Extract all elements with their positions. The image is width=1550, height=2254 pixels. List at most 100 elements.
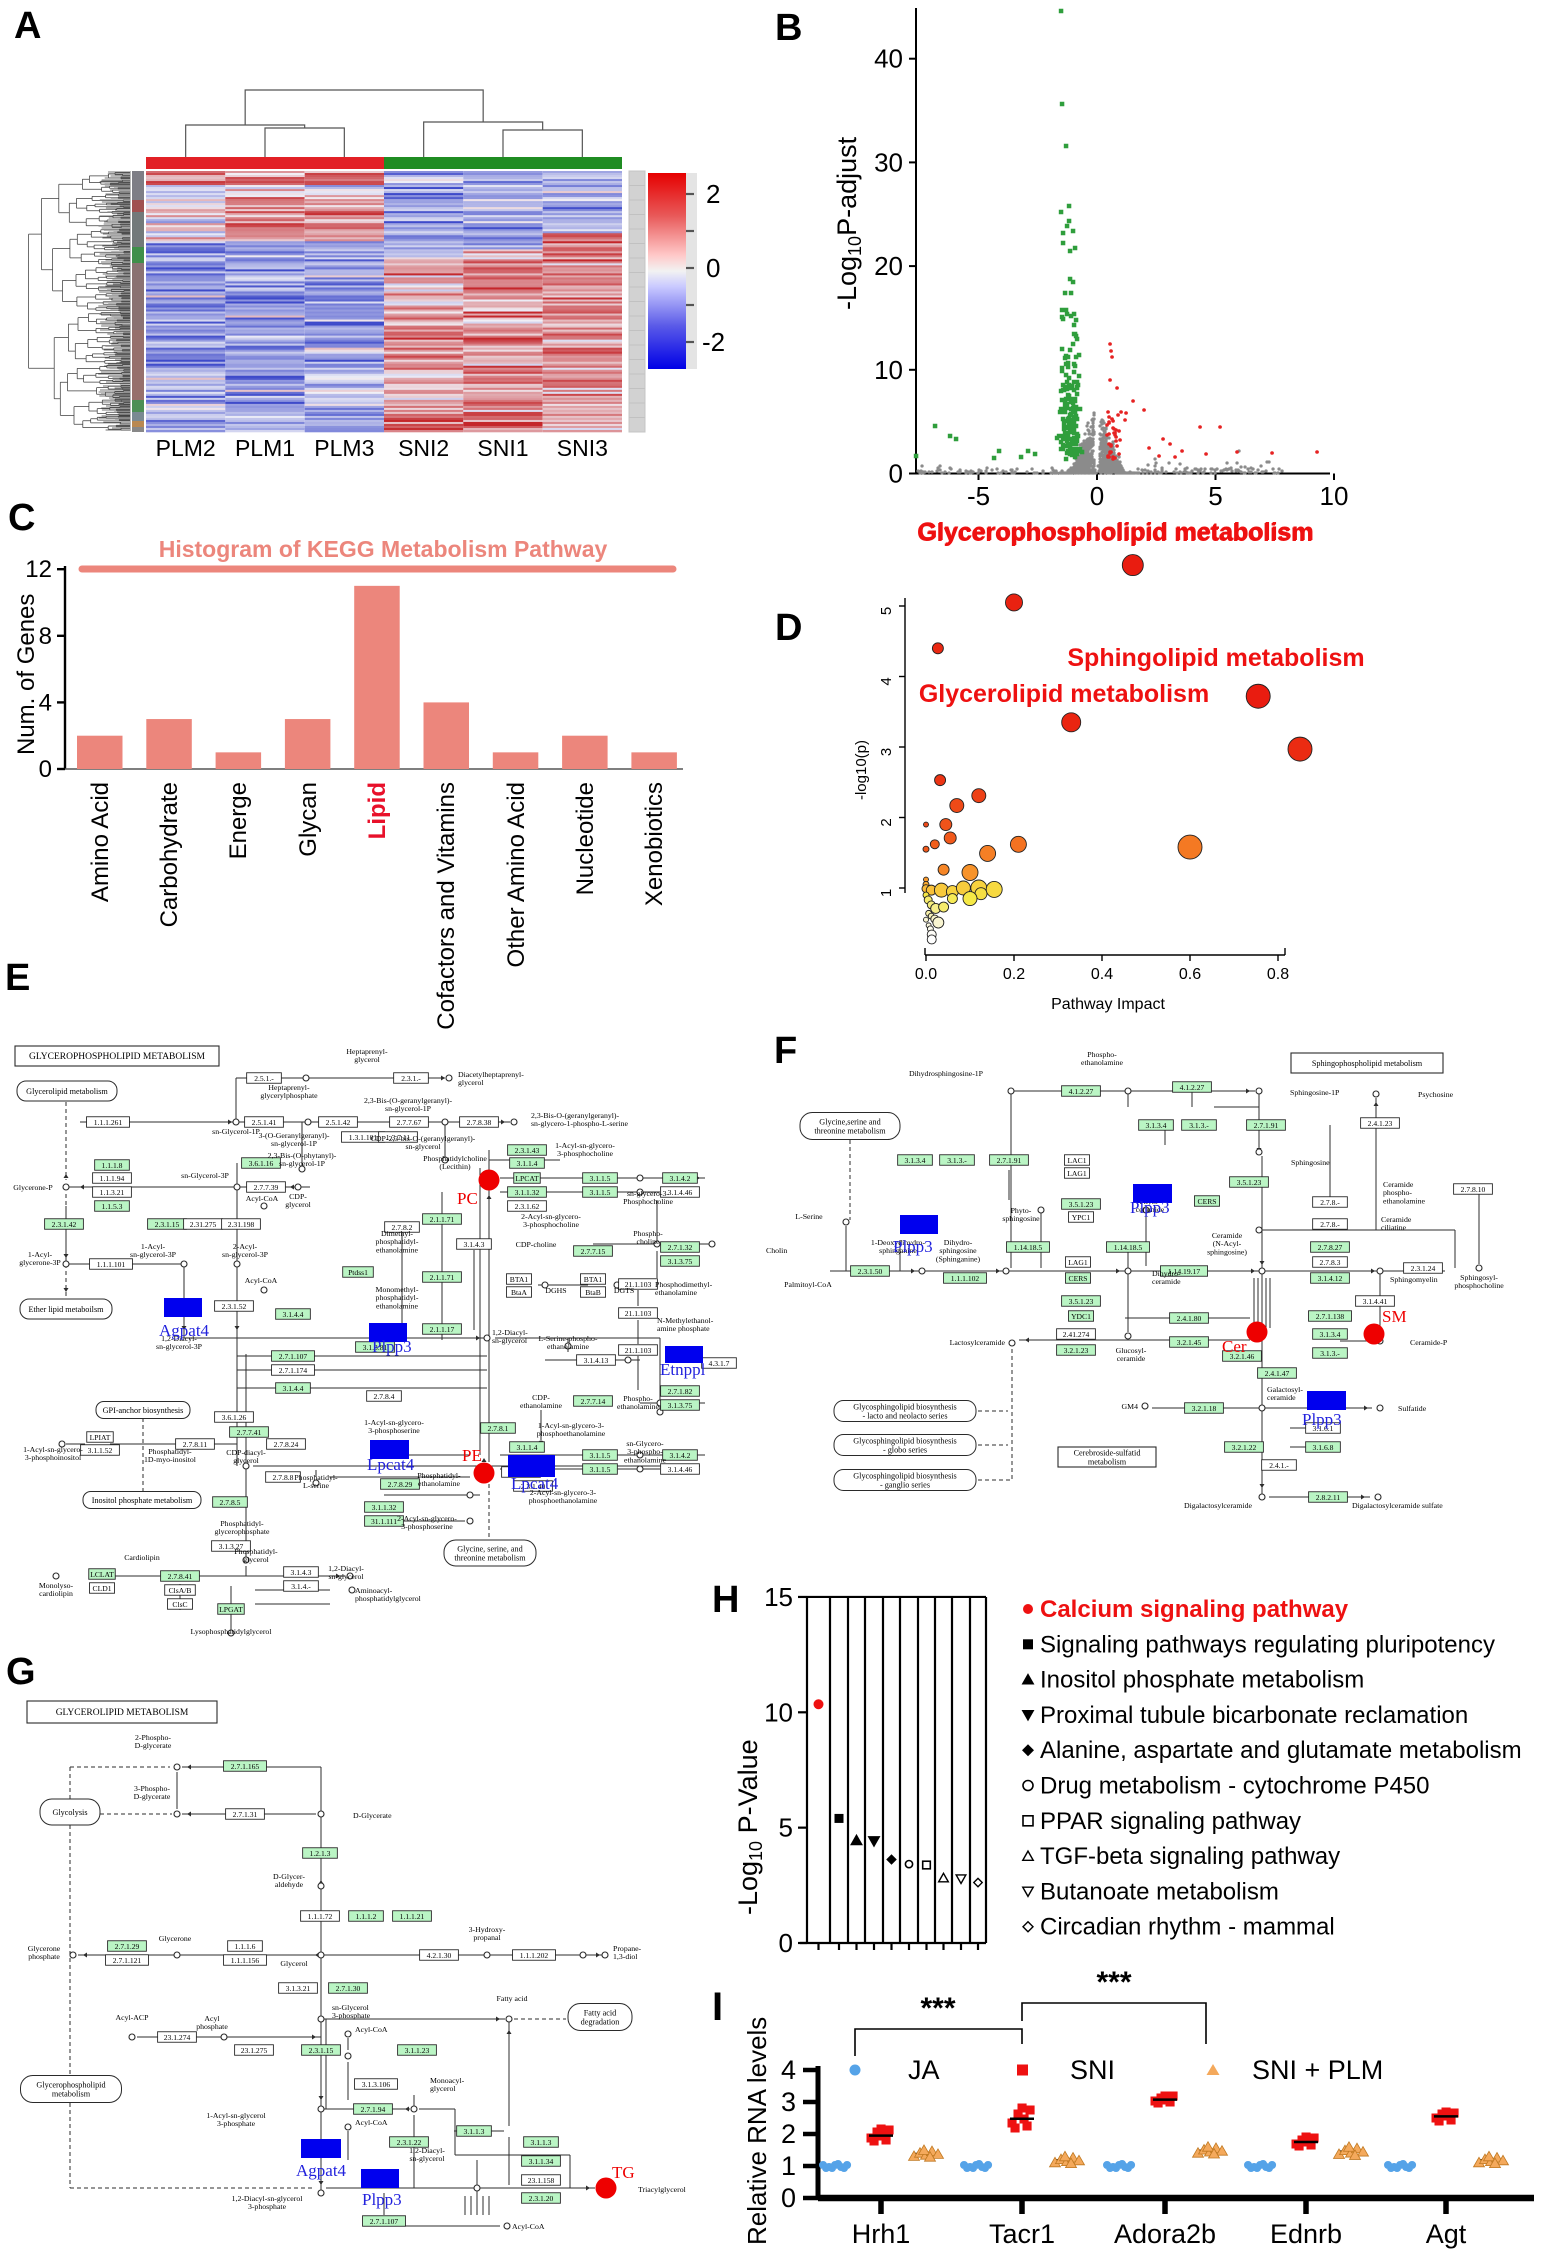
svg-text:Glycosphingolipid biosynthesis: Glycosphingolipid biosynthesis	[853, 1472, 956, 1481]
svg-text:2.31.198: 2.31.198	[228, 1220, 255, 1229]
svg-text:1.3.7.11: 1.3.7.11	[386, 1133, 411, 1142]
svg-text:Pathway Impact: Pathway Impact	[1051, 996, 1165, 1013]
svg-text:2.7.1.107: 2.7.1.107	[370, 2217, 399, 2226]
svg-text:PE: PE	[462, 1446, 482, 1465]
svg-text:sphingosine): sphingosine)	[1207, 1247, 1247, 1256]
svg-text:10: 10	[764, 1697, 793, 1727]
svg-text:sn-glycerol-3P: sn-glycerol-3P	[130, 1250, 177, 1259]
svg-text:0: 0	[779, 1928, 793, 1958]
svg-text:Aminoacyl-: Aminoacyl-	[355, 1586, 393, 1595]
svg-text:1.1.5.3: 1.1.5.3	[102, 1202, 123, 1211]
svg-text:cardiolipin: cardiolipin	[39, 1589, 73, 1598]
svg-text:Phosphodimethyl-: Phosphodimethyl-	[655, 1280, 713, 1289]
svg-text:2.7.7.15: 2.7.7.15	[581, 1247, 606, 1256]
svg-text:1.1.1.8: 1.1.1.8	[102, 1161, 123, 1170]
svg-text:Sphingosine: Sphingosine	[1291, 1158, 1330, 1167]
svg-text:2.3.1.40: 2.3.1.40	[521, 1482, 546, 1491]
svg-text:2.7.1.32: 2.7.1.32	[668, 1243, 693, 1252]
svg-text:Drug metabolism - cytochrome P: Drug metabolism - cytochrome P450	[1040, 1773, 1429, 1800]
svg-text:SNI3: SNI3	[557, 435, 608, 461]
svg-text:Phospho-: Phospho-	[1087, 1050, 1117, 1059]
svg-text:(N-Acyl-: (N-Acyl-	[1213, 1239, 1242, 1248]
svg-text:1-Acyl-sn-glycero-: 1-Acyl-sn-glycero-	[23, 1445, 83, 1454]
svg-text:3.1.4.-: 3.1.4.-	[291, 1582, 311, 1591]
svg-text:ceramide: ceramide	[1117, 1354, 1146, 1363]
svg-text:-Log10 P-Value: -Log10 P-Value	[733, 1739, 766, 1915]
svg-text:CERS: CERS	[1198, 1197, 1217, 1206]
svg-text:23.1.158: 23.1.158	[528, 2176, 555, 2185]
svg-text:phosphoethanolamine: phosphoethanolamine	[529, 1496, 598, 1505]
svg-text:2.7.8.3: 2.7.8.3	[1320, 1258, 1341, 1267]
svg-text:Glycolysis: Glycolysis	[52, 1808, 87, 1817]
svg-text:2.7.1.121: 2.7.1.121	[113, 1956, 142, 1965]
svg-text:glycerone-3P: glycerone-3P	[19, 1258, 61, 1267]
svg-text:Phosphatidyl-: Phosphatidyl-	[417, 1471, 461, 1480]
svg-text:ethanolamine: ethanolamine	[520, 1401, 563, 1410]
svg-text:Phosphocholine: Phosphocholine	[623, 1197, 673, 1206]
svg-text:F: F	[774, 1030, 797, 1072]
svg-text:Tacr1: Tacr1	[989, 2219, 1055, 2249]
svg-text:Other Amino Acid: Other Amino Acid	[503, 782, 530, 967]
svg-text:glycerol: glycerol	[430, 2084, 456, 2093]
svg-text:0.6: 0.6	[1179, 966, 1201, 983]
svg-text:4.1.2.27: 4.1.2.27	[1180, 1083, 1205, 1092]
svg-text:ciliatine: ciliatine	[1381, 1223, 1407, 1232]
svg-text:5: 5	[878, 607, 895, 615]
svg-text:Glycerone: Glycerone	[28, 1944, 61, 1953]
svg-text:1,3-diol: 1,3-diol	[613, 1952, 638, 1961]
svg-text:Phosphatidyl-: Phosphatidyl-	[148, 1447, 192, 1456]
svg-text:C: C	[8, 497, 35, 539]
svg-text:2.8.2.11: 2.8.2.11	[1316, 1493, 1341, 1502]
svg-text:Sphingosine-1P: Sphingosine-1P	[1290, 1088, 1340, 1097]
svg-text:1D-myo-inositol: 1D-myo-inositol	[144, 1455, 197, 1464]
svg-text:1.14.18.5: 1.14.18.5	[1114, 1243, 1143, 1252]
svg-text:Dimethyl-: Dimethyl-	[381, 1229, 413, 1238]
svg-text:3-phosphate: 3-phosphate	[248, 2202, 287, 2211]
svg-text:sn-glycerol: sn-glycerol	[405, 1142, 441, 1151]
svg-text:4.3.1.7: 4.3.1.7	[709, 1359, 730, 1368]
svg-text:Sulfatide: Sulfatide	[1398, 1404, 1427, 1413]
svg-text:ethanolamine: ethanolamine	[617, 1402, 660, 1411]
svg-text:2.4.1.23: 2.4.1.23	[1368, 1119, 1393, 1128]
svg-text:3.1.4.3: 3.1.4.3	[291, 1568, 312, 1577]
svg-text:Monoacyl-: Monoacyl-	[430, 2076, 465, 2085]
svg-text:1.1.1.102: 1.1.1.102	[951, 1274, 980, 1283]
svg-text:Heptaprenyl-: Heptaprenyl-	[346, 1047, 388, 1056]
svg-text:ethanolamine: ethanolamine	[655, 1288, 698, 1297]
svg-text:LCLAT: LCLAT	[90, 1570, 114, 1579]
svg-text:3.5.1.23: 3.5.1.23	[1069, 1297, 1094, 1306]
svg-text:phosphatidyl-: phosphatidyl-	[376, 1237, 419, 1246]
svg-text:sn-glycerol-3P: sn-glycerol-3P	[222, 1250, 269, 1259]
svg-text:L-serine: L-serine	[303, 1481, 330, 1490]
svg-text:2.3.1.-: 2.3.1.-	[401, 1074, 421, 1083]
svg-text:23.1.275: 23.1.275	[241, 2046, 268, 2055]
svg-text:Glycosphingolipid biosynthesis: Glycosphingolipid biosynthesis	[853, 1403, 956, 1412]
svg-text:2.7.1.94: 2.7.1.94	[361, 2105, 386, 2114]
svg-text:sphingosine: sphingosine	[939, 1246, 977, 1255]
svg-text:sphinganine: sphinganine	[879, 1246, 917, 1255]
svg-text:BtaB: BtaB	[585, 1288, 601, 1297]
svg-text:Cardiolipin: Cardiolipin	[124, 1553, 160, 1562]
svg-text:3.1.4.12: 3.1.4.12	[1318, 1274, 1343, 1283]
svg-text:2.7.1.30: 2.7.1.30	[336, 1984, 361, 1993]
svg-text:1.1.1.21: 1.1.1.21	[400, 1912, 425, 1921]
svg-text:Glycine, serine, and: Glycine, serine, and	[457, 1545, 522, 1554]
svg-text:D-glycerate: D-glycerate	[135, 1741, 172, 1750]
svg-text:N-Methylethanol-: N-Methylethanol-	[657, 1316, 714, 1325]
svg-text:1.1.1.261: 1.1.1.261	[94, 1118, 123, 1127]
svg-text:2.7.8.24: 2.7.8.24	[274, 1440, 299, 1449]
svg-text:Acyl-CoA: Acyl-CoA	[355, 2025, 388, 2034]
svg-text:Phosphatidyl-: Phosphatidyl-	[234, 1547, 278, 1556]
svg-text:2.5.1.42: 2.5.1.42	[326, 1118, 351, 1127]
svg-text:aldehyde: aldehyde	[275, 1880, 304, 1889]
svg-text:3.1.3.-: 3.1.3.-	[947, 1156, 967, 1165]
svg-text:2.41.274: 2.41.274	[1063, 1330, 1090, 1339]
svg-text:Lpcat4: Lpcat4	[511, 1474, 559, 1493]
svg-text:ethanolamine: ethanolamine	[376, 1301, 419, 1310]
svg-text:ethanolamine: ethanolamine	[1383, 1196, 1426, 1205]
svg-text:2.4.1.-: 2.4.1.-	[1269, 1461, 1289, 1470]
svg-text:Ceramide: Ceramide	[1212, 1231, 1243, 1240]
svg-text:2.7.8.2: 2.7.8.2	[392, 1223, 413, 1232]
svg-text:Cerebroside-sulfatid: Cerebroside-sulfatid	[1074, 1449, 1141, 1458]
svg-text:3.1.4.4: 3.1.4.4	[283, 1310, 304, 1319]
